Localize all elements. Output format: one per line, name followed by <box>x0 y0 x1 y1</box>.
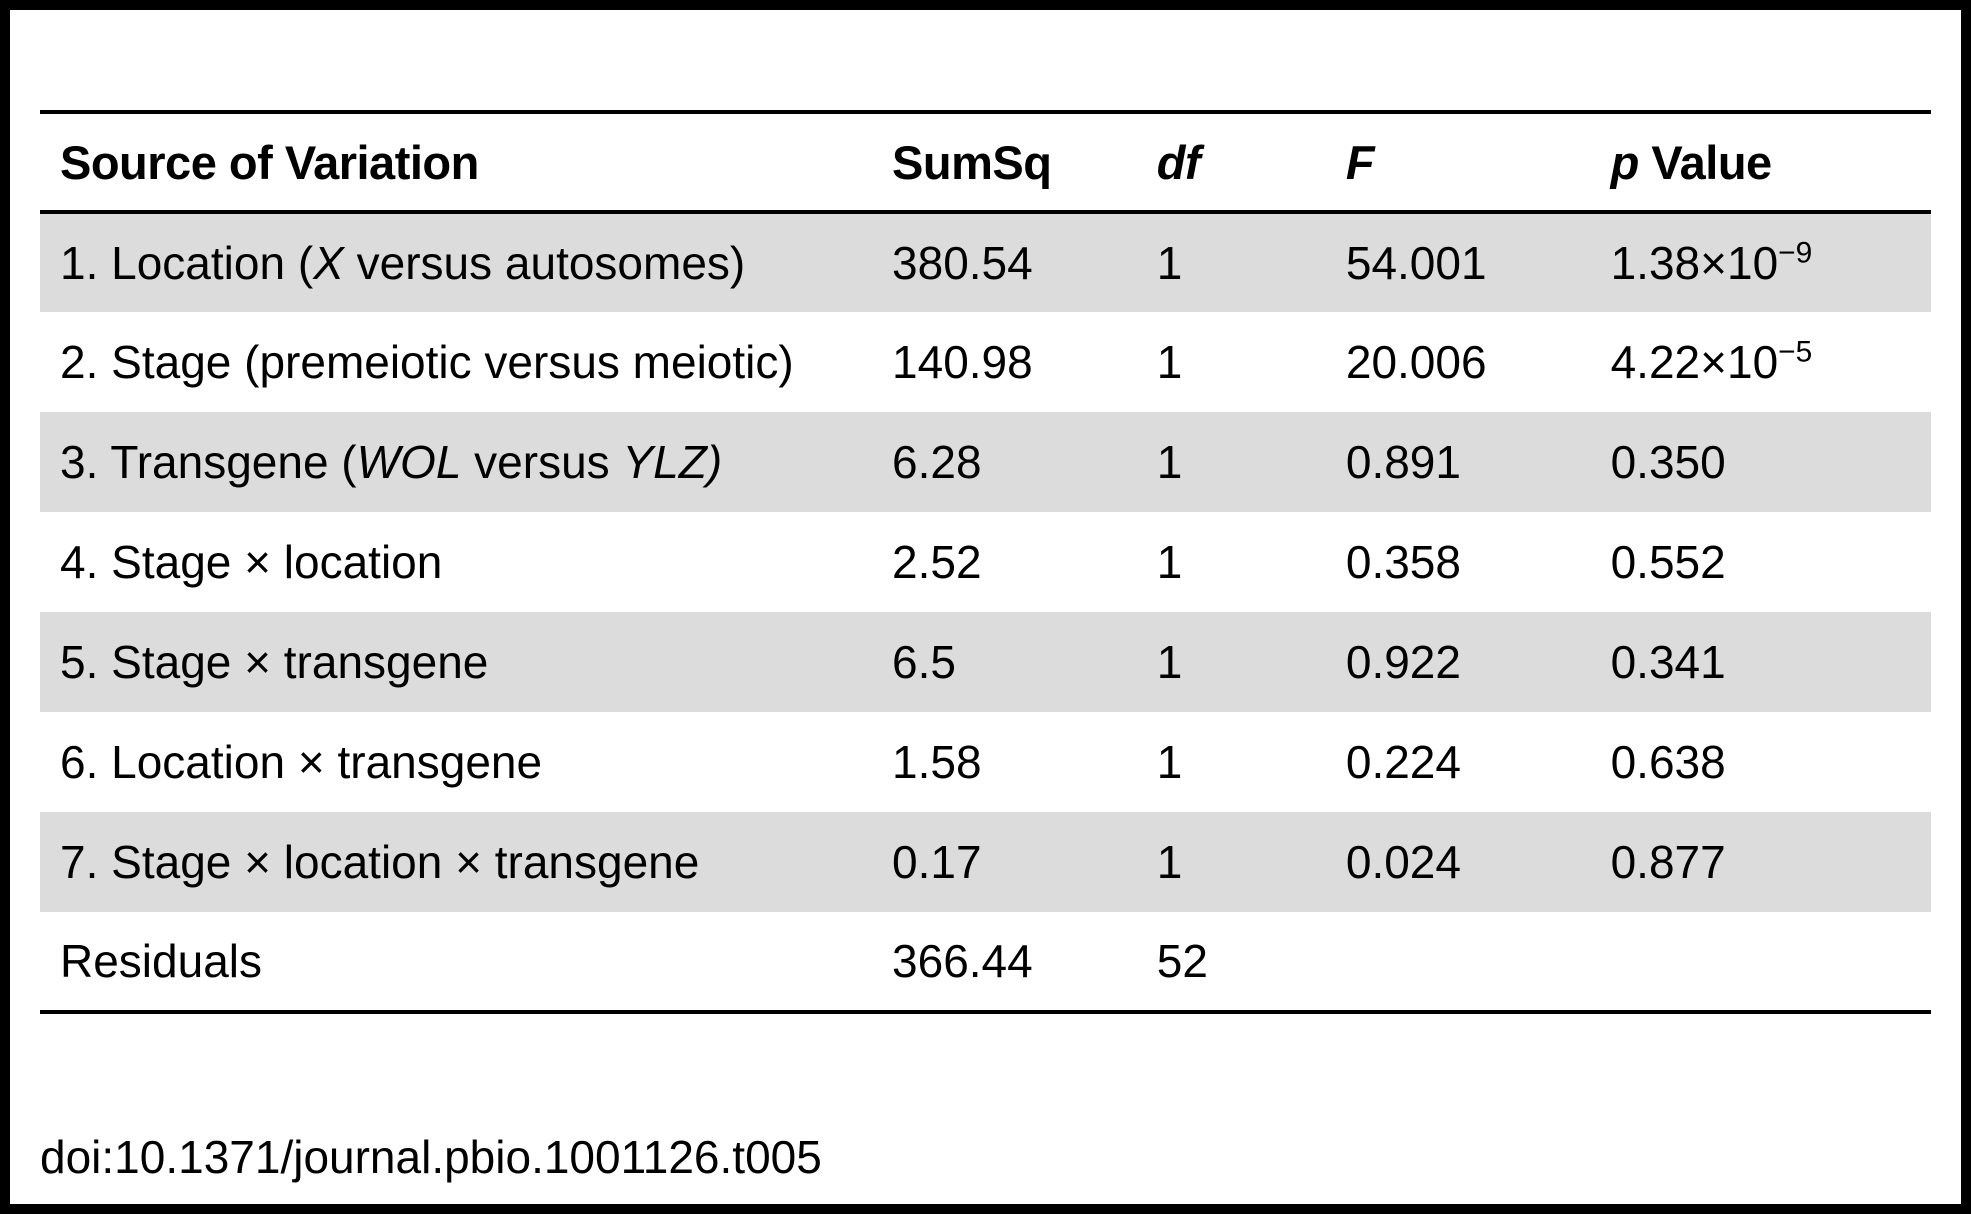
table-header-row: Source of Variation SumSq df F p Value <box>40 112 1931 212</box>
cell-p: 0.350 <box>1591 412 1931 512</box>
table-row: 5. Stage × transgene6.510.9220.341 <box>40 612 1931 712</box>
cell-df: 1 <box>1137 712 1326 812</box>
cell-source: 1. Location (X versus autosomes) <box>40 212 872 312</box>
table-row: 4. Stage × location2.5210.3580.552 <box>40 512 1931 612</box>
cell-f: 0.358 <box>1326 512 1591 612</box>
cell-df: 1 <box>1137 812 1326 912</box>
cell-f: 0.891 <box>1326 412 1591 512</box>
cell-source: 7. Stage × location × transgene <box>40 812 872 912</box>
table-row: Residuals366.4452 <box>40 912 1931 1012</box>
cell-p <box>1591 912 1931 1012</box>
table-row: 2. Stage (premeiotic versus meiotic)140.… <box>40 312 1931 412</box>
cell-source: 4. Stage × location <box>40 512 872 612</box>
cell-source: Residuals <box>40 912 872 1012</box>
cell-p: 0.877 <box>1591 812 1931 912</box>
cell-f: 20.006 <box>1326 312 1591 412</box>
table-row: 6. Location × transgene1.5810.2240.638 <box>40 712 1931 812</box>
cell-p: 0.341 <box>1591 612 1931 712</box>
cell-sumsq: 6.5 <box>872 612 1137 712</box>
cell-f: 0.224 <box>1326 712 1591 812</box>
figure-page: Source of Variation SumSq df F p Value 1… <box>0 0 1971 1214</box>
cell-df: 1 <box>1137 412 1326 512</box>
cell-f: 0.922 <box>1326 612 1591 712</box>
cell-df: 1 <box>1137 612 1326 712</box>
cell-source: 2. Stage (premeiotic versus meiotic) <box>40 312 872 412</box>
table-row: 3. Transgene (WOL versus YLZ)6.2810.8910… <box>40 412 1931 512</box>
col-header-df: df <box>1137 112 1326 212</box>
cell-f: 0.024 <box>1326 812 1591 912</box>
cell-df: 1 <box>1137 212 1326 312</box>
cell-sumsq: 6.28 <box>872 412 1137 512</box>
col-header-source: Source of Variation <box>40 112 872 212</box>
cell-df: 52 <box>1137 912 1326 1012</box>
cell-p: 1.38×10−9 <box>1591 212 1931 312</box>
cell-f: 54.001 <box>1326 212 1591 312</box>
cell-p: 0.552 <box>1591 512 1931 612</box>
cell-sumsq: 366.44 <box>872 912 1137 1012</box>
cell-f <box>1326 912 1591 1012</box>
cell-source: 3. Transgene (WOL versus YLZ) <box>40 412 872 512</box>
table-body: 1. Location (X versus autosomes)380.5415… <box>40 212 1931 1012</box>
cell-source: 6. Location × transgene <box>40 712 872 812</box>
cell-source: 5. Stage × transgene <box>40 612 872 712</box>
cell-df: 1 <box>1137 312 1326 412</box>
col-header-sumsq: SumSq <box>872 112 1137 212</box>
cell-sumsq: 380.54 <box>872 212 1137 312</box>
table-row: 1. Location (X versus autosomes)380.5415… <box>40 212 1931 312</box>
cell-p: 4.22×10−5 <box>1591 312 1931 412</box>
doi-text: doi:10.1371/journal.pbio.1001126.t005 <box>40 1130 822 1184</box>
col-header-f: F <box>1326 112 1591 212</box>
cell-sumsq: 1.58 <box>872 712 1137 812</box>
cell-p: 0.638 <box>1591 712 1931 812</box>
col-header-p: p Value <box>1591 112 1931 212</box>
table-row: 7. Stage × location × transgene0.1710.02… <box>40 812 1931 912</box>
cell-sumsq: 0.17 <box>872 812 1137 912</box>
cell-sumsq: 140.98 <box>872 312 1137 412</box>
anova-table: Source of Variation SumSq df F p Value 1… <box>40 110 1931 1014</box>
cell-sumsq: 2.52 <box>872 512 1137 612</box>
cell-df: 1 <box>1137 512 1326 612</box>
